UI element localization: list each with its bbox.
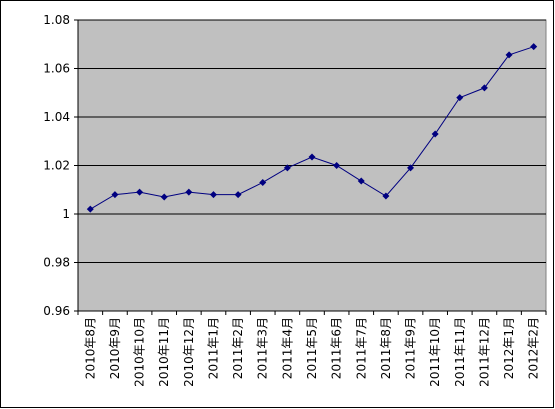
x-tick-label: 2010年10月 <box>133 317 147 387</box>
y-tick-label: 1.06 <box>43 62 70 76</box>
x-tick-label: 2011年8月 <box>379 317 393 379</box>
y-tick-label: 0.96 <box>43 304 70 318</box>
marker <box>431 130 439 138</box>
x-tick-label: 2011年3月 <box>256 317 270 379</box>
marker <box>308 153 316 161</box>
marker <box>185 188 193 196</box>
marker <box>407 164 415 172</box>
x-tick-label: 2011年7月 <box>354 317 368 379</box>
x-tick-label: 2011年2月 <box>231 317 245 379</box>
y-tick-label: 1 <box>62 207 70 221</box>
y-tick-label: 1.02 <box>43 159 70 173</box>
x-tick-label: 2011年12月 <box>477 317 491 387</box>
marker <box>505 51 513 59</box>
marker <box>86 205 94 213</box>
x-tick-label: 2010年9月 <box>108 317 122 379</box>
x-tick-label: 2011年1月 <box>206 317 220 379</box>
marker <box>357 177 365 185</box>
y-tick-label: 0.98 <box>43 256 70 270</box>
x-tick-label: 2010年11月 <box>157 317 171 387</box>
x-tick-label: 2011年9月 <box>404 317 418 379</box>
marker <box>333 162 341 169</box>
marker <box>234 191 242 199</box>
marker <box>382 192 390 200</box>
x-tick-label: 2010年8月 <box>83 317 97 379</box>
marker <box>111 191 119 199</box>
y-tick-label: 1.04 <box>43 110 70 124</box>
x-tick-label: 2011年11月 <box>453 317 467 387</box>
x-tick-label: 2011年6月 <box>330 317 344 379</box>
x-tick-label: 2011年5月 <box>305 317 319 379</box>
marker <box>456 94 464 102</box>
y-tick-label: 1.08 <box>43 13 70 27</box>
marker <box>136 188 144 196</box>
x-tick-label: 2010年12月 <box>182 317 196 387</box>
marker <box>259 178 267 186</box>
marker <box>283 164 291 172</box>
x-tick-label: 2011年4月 <box>280 317 294 379</box>
marker <box>209 191 217 199</box>
marker <box>160 193 168 201</box>
marker <box>530 43 538 51</box>
x-tick-label: 2012年2月 <box>527 317 541 379</box>
marker <box>480 84 488 92</box>
x-tick-label: 2011年10月 <box>428 317 442 387</box>
x-tick-label: 2012年1月 <box>502 317 516 379</box>
